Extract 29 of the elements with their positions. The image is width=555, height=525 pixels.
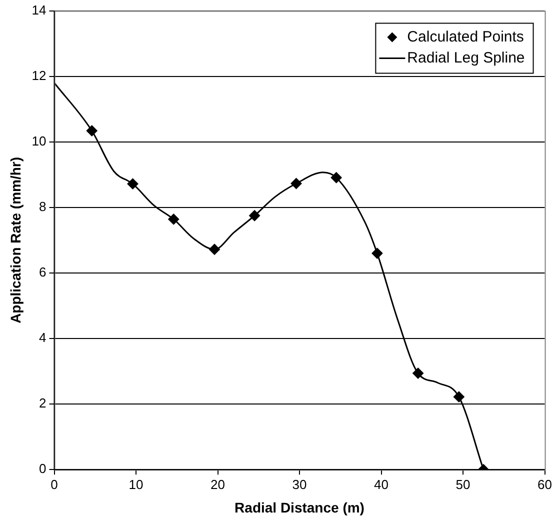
x-tick-label: 0: [50, 476, 58, 492]
x-tick-label: 30: [292, 476, 307, 492]
legend-label: Radial Leg Spline: [407, 49, 525, 66]
x-tick-label: 20: [210, 476, 225, 492]
y-tick-label: 14: [32, 2, 46, 18]
x-tick-label: 10: [128, 476, 144, 492]
point: [290, 178, 302, 190]
point: [453, 391, 464, 402]
y-tick-label: 10: [32, 133, 46, 148]
point: [86, 125, 98, 136]
x-tick-label: 50: [456, 476, 470, 492]
y-tick-label: 0: [39, 461, 46, 476]
y-tick-label: 2: [39, 396, 46, 411]
point: [249, 210, 260, 222]
point: [168, 214, 180, 225]
y-tick-label: 4: [39, 330, 46, 346]
x-tick-label: 60: [538, 476, 552, 492]
legend-label: Calculated Points: [407, 28, 524, 46]
point: [372, 248, 383, 259]
y-tick-label: 6: [39, 264, 46, 280]
y-tick-label: 8: [39, 199, 46, 214]
point: [127, 178, 138, 190]
point: [412, 368, 424, 379]
point: [330, 172, 342, 184]
point: [208, 244, 220, 255]
y-axis-title: Application Rate (mm/hr): [7, 156, 24, 324]
x-tick-label: 40: [374, 476, 388, 492]
x-axis-title: Radial Distance (m): [234, 499, 364, 516]
y-tick-label: 12: [32, 68, 46, 83]
